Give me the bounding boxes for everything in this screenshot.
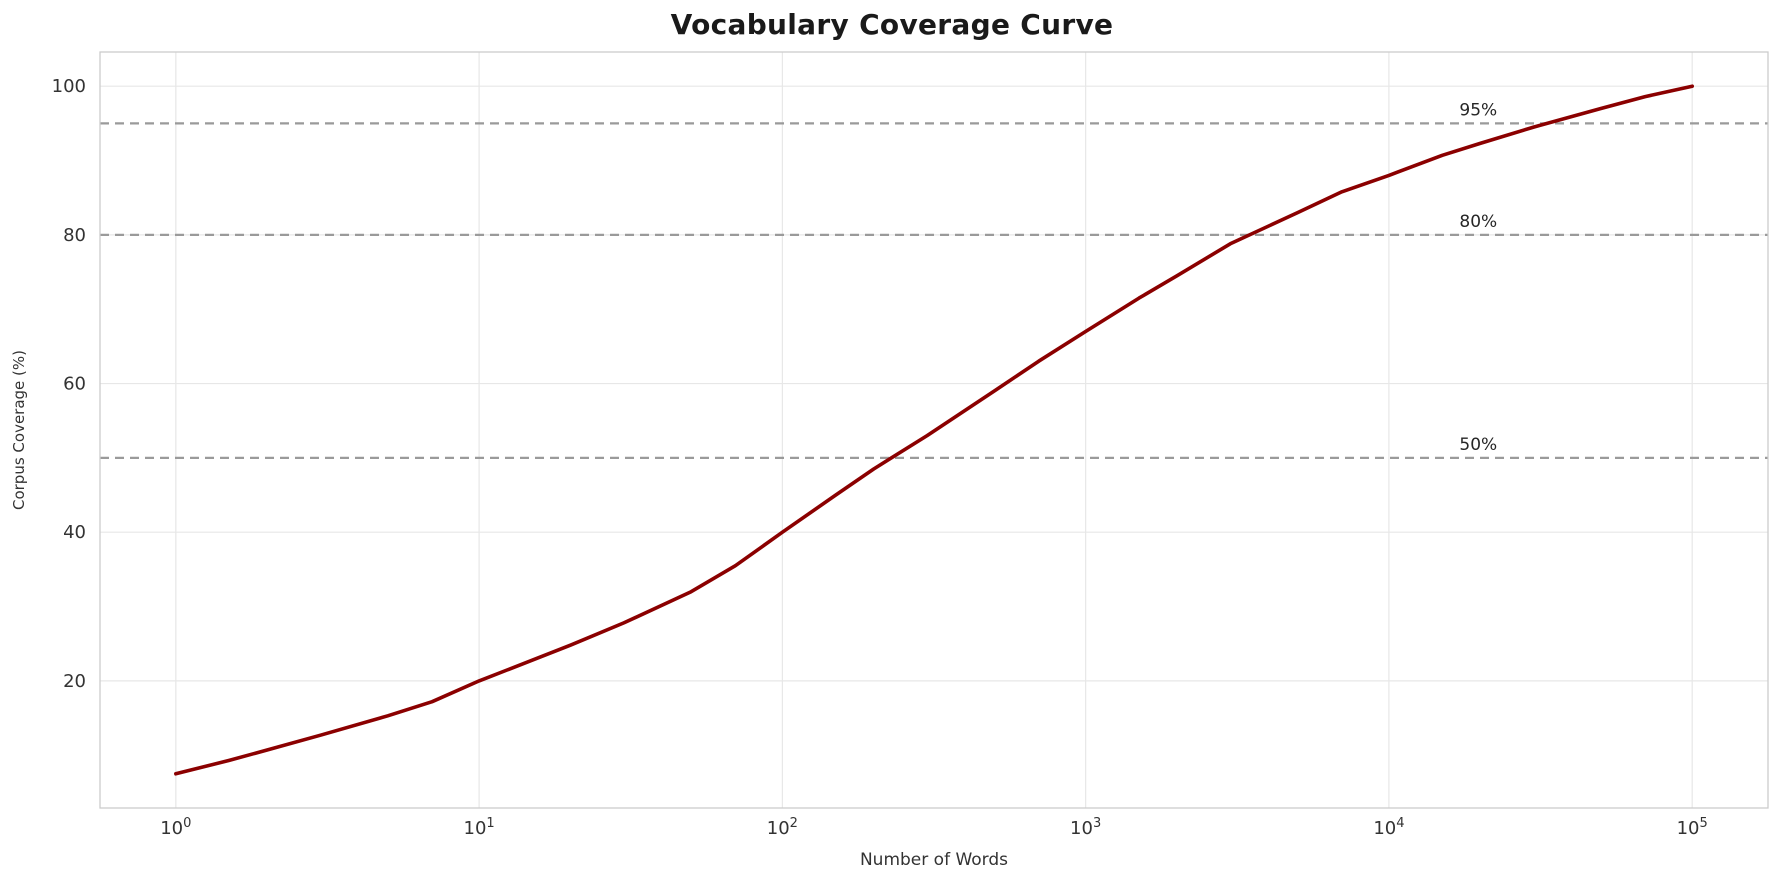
y-tick-label: 100 — [52, 76, 86, 97]
threshold-label: 95% — [1459, 100, 1497, 120]
x-axis-label: Number of Words — [860, 850, 1008, 870]
threshold-label: 50% — [1459, 435, 1497, 455]
y-axis-label: Corpus Coverage (%) — [10, 350, 28, 510]
plot-frame — [99, 51, 1769, 809]
x-tick-label: 102 — [767, 816, 798, 839]
y-tick-label: 60 — [63, 374, 86, 395]
threshold-label: 80% — [1459, 212, 1497, 232]
x-tick-label: 105 — [1677, 816, 1708, 839]
x-tick-label: 103 — [1070, 816, 1101, 839]
y-tick-label: 80 — [63, 225, 86, 246]
x-tick-label: 101 — [464, 816, 495, 839]
chart-title: Vocabulary Coverage Curve — [670, 8, 1114, 41]
y-tick-label: 20 — [63, 671, 86, 692]
y-tick-label: 40 — [63, 522, 86, 543]
x-tick-label: 104 — [1373, 816, 1404, 839]
coverage-line — [174, 84, 1694, 776]
x-tick-label: 100 — [160, 816, 191, 839]
